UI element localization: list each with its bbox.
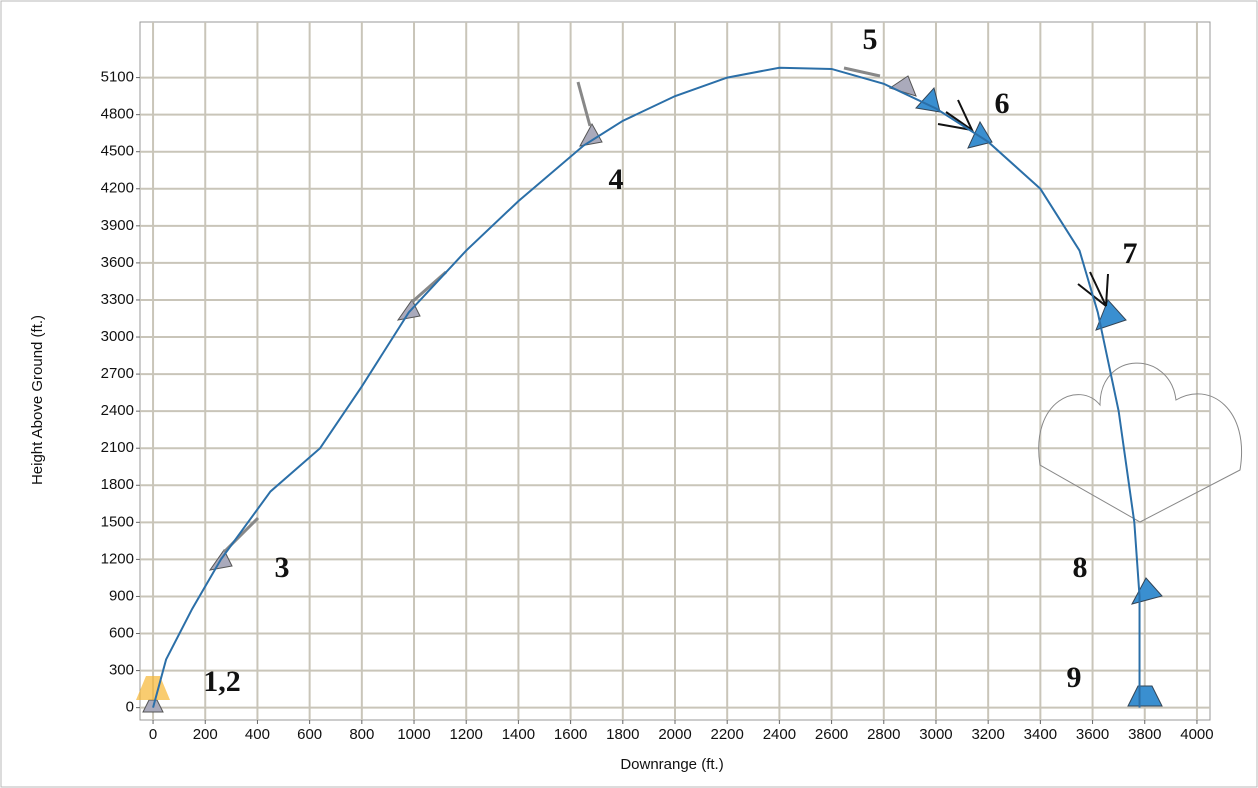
y-tick-label: 3000 xyxy=(101,328,134,345)
annotation: 7 xyxy=(1123,237,1138,270)
annotation: 9 xyxy=(1067,661,1082,694)
x-tick-label: 3800 xyxy=(1128,726,1161,743)
y-tick-label: 1800 xyxy=(101,476,134,493)
annotation: 8 xyxy=(1073,551,1088,584)
y-tick-label: 3600 xyxy=(101,254,134,271)
annotation: 1,2 xyxy=(203,665,241,698)
x-tick-label: 800 xyxy=(349,726,374,743)
y-tick-label: 600 xyxy=(109,624,134,641)
y-tick-label: 2400 xyxy=(101,402,134,419)
x-tick-label: 3600 xyxy=(1076,726,1109,743)
annotation: 4 xyxy=(609,163,624,196)
x-tick-label: 3200 xyxy=(971,726,1004,743)
y-tick-label: 900 xyxy=(109,587,134,604)
x-tick-label: 3000 xyxy=(919,726,952,743)
x-tick-label: 600 xyxy=(297,726,322,743)
chart: Downrange (ft.) Height Above Ground (ft.… xyxy=(0,0,1258,788)
y-tick-label: 3900 xyxy=(101,217,134,234)
x-tick-label: 2200 xyxy=(711,726,744,743)
y-tick-label: 4500 xyxy=(101,143,134,160)
x-tick-label: 2600 xyxy=(815,726,848,743)
annotation: 3 xyxy=(275,551,290,584)
y-tick-label: 300 xyxy=(109,662,134,679)
x-tick-label: 2800 xyxy=(867,726,900,743)
y-tick-label: 4800 xyxy=(101,106,134,123)
y-tick-label: 5100 xyxy=(101,69,134,86)
x-tick-label: 1200 xyxy=(450,726,483,743)
y-tick-label: 0 xyxy=(126,699,134,716)
x-tick-label: 400 xyxy=(245,726,270,743)
x-tick-label: 200 xyxy=(193,726,218,743)
y-tick-label: 2700 xyxy=(101,365,134,382)
x-tick-label: 1800 xyxy=(606,726,639,743)
y-tick-label: 1200 xyxy=(101,550,134,567)
annotation: 5 xyxy=(863,23,878,56)
x-tick-label: 0 xyxy=(149,726,157,743)
y-tick-label: 1500 xyxy=(101,513,134,530)
x-tick-label: 1600 xyxy=(554,726,587,743)
x-tick-label: 1000 xyxy=(397,726,430,743)
y-tick-label: 4200 xyxy=(101,180,134,197)
y-tick-label: 2100 xyxy=(101,439,134,456)
y-axis-label: Height Above Ground (ft.) xyxy=(29,315,46,485)
x-axis-label: Downrange (ft.) xyxy=(620,756,723,773)
y-tick-label: 3300 xyxy=(101,291,134,308)
annotation: 6 xyxy=(995,87,1010,120)
x-tick-label: 2000 xyxy=(658,726,691,743)
x-tick-label: 4000 xyxy=(1180,726,1213,743)
x-tick-label: 1400 xyxy=(502,726,535,743)
x-tick-label: 3400 xyxy=(1024,726,1057,743)
x-tick-label: 2400 xyxy=(763,726,796,743)
